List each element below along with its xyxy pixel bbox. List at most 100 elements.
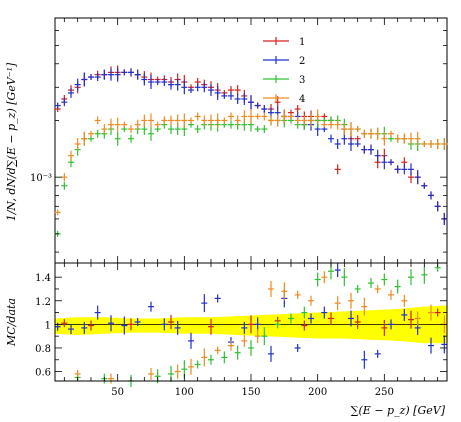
main-point-2	[88, 74, 94, 81]
ratio-point-2	[201, 294, 208, 313]
main-point-2	[408, 163, 414, 176]
main-point-4	[254, 113, 261, 120]
main-point-4	[314, 109, 321, 124]
main-point-4	[341, 123, 348, 136]
main-point-4	[394, 134, 401, 143]
main-point-2	[421, 182, 428, 189]
ratio-point-3	[314, 272, 321, 287]
main-point-4	[421, 140, 428, 147]
main-point-2	[154, 79, 161, 86]
ratio-point-2	[334, 263, 341, 278]
main-point-2	[374, 149, 381, 162]
main-point-3	[228, 120, 234, 129]
main-point-4	[361, 129, 368, 138]
main-point-2	[334, 138, 341, 149]
main-point-4	[161, 116, 168, 125]
ratio-y-tick-label: 1	[45, 320, 51, 331]
ratio-point-2	[108, 315, 114, 332]
ratio-point-3	[408, 269, 414, 286]
ratio-point-1	[301, 320, 308, 331]
main-point-2	[328, 134, 334, 143]
main-point-2	[101, 69, 108, 80]
legend-label-3: 3	[299, 75, 305, 86]
ratio-point-4	[361, 297, 368, 316]
main-point-4	[181, 113, 188, 128]
x-tick-label: 50	[111, 387, 124, 398]
main-series-4	[54, 109, 448, 216]
ratio-point-2	[241, 321, 248, 334]
main-point-2	[414, 170, 421, 185]
x-axis-label: ∑(E − p_z) [GeV]	[351, 404, 446, 417]
main-point-2	[168, 79, 174, 90]
ratio-point-1	[408, 310, 414, 329]
ratio-point-2	[121, 316, 128, 335]
ratio-point-4	[74, 369, 81, 378]
ratio-point-3	[194, 360, 201, 369]
main-point-3	[168, 124, 174, 135]
main-point-4	[61, 173, 68, 182]
main-point-2	[81, 72, 88, 87]
main-axis-ticks: 10⁻³	[30, 17, 447, 263]
ratio-point-3	[341, 268, 348, 287]
ratio-y-tick-label: 1.2	[35, 297, 51, 308]
main-point-4	[214, 113, 221, 128]
ratio-point-1	[328, 312, 334, 325]
main-point-2	[188, 87, 194, 94]
main-point-4	[308, 114, 314, 127]
main-point-4	[168, 115, 174, 126]
ratio-point-2	[428, 337, 434, 354]
ratio-point-2	[161, 318, 168, 331]
ratio-point-3	[421, 265, 428, 284]
main-point-4	[368, 128, 374, 139]
main-point-2	[61, 98, 68, 107]
main-point-4	[128, 125, 134, 134]
main-point-2	[174, 78, 181, 91]
ratio-point-2	[441, 335, 448, 354]
main-point-2	[128, 68, 134, 77]
main-point-2	[221, 92, 228, 99]
main-point-2	[354, 140, 361, 147]
legend: 1 2 3 4	[263, 37, 305, 105]
x-tick-label: 250	[375, 387, 394, 398]
main-point-4	[74, 137, 81, 150]
ratio-point-3	[394, 279, 401, 294]
main-point-2	[248, 95, 254, 110]
main-point-2	[261, 105, 268, 114]
main-point-4	[401, 133, 408, 144]
x-tick-label: 150	[241, 387, 260, 398]
ratio-point-2	[361, 350, 368, 369]
ratio-point-3	[234, 345, 241, 360]
ratio-point-2	[401, 308, 408, 321]
main-point-2	[121, 69, 128, 76]
main-point-4	[328, 120, 334, 129]
main-point-4	[374, 127, 381, 140]
ratio-point-1	[88, 320, 94, 331]
legend-label-2: 2	[299, 56, 305, 67]
main-point-1	[294, 105, 301, 114]
main-point-2	[434, 201, 441, 212]
ratio-point-2	[81, 321, 88, 334]
main-point-4	[121, 121, 128, 128]
main-series-2	[54, 67, 448, 225]
ratio-point-4	[268, 280, 274, 297]
main-point-4	[261, 112, 268, 121]
ratio-point-4	[214, 346, 221, 355]
ratio-y-tick-label: 0.6	[35, 368, 51, 379]
main-point-2	[181, 80, 188, 95]
ratio-point-2	[148, 301, 154, 312]
main-point-4	[301, 115, 308, 126]
ratio-point-1	[248, 315, 254, 334]
ratio-point-2	[94, 305, 101, 320]
main-point-2	[148, 75, 154, 90]
main-point-2	[74, 78, 81, 91]
ratio-point-4	[228, 340, 234, 351]
main-point-4	[148, 113, 154, 128]
main-point-2	[201, 82, 208, 93]
ratio-point-3	[288, 313, 294, 324]
ratio-point-4	[321, 271, 328, 284]
ratio-point-3	[208, 354, 214, 365]
ratio-point-4	[308, 295, 314, 306]
ratio-point-2	[321, 306, 328, 319]
main-y-axis-label: 1/N, dN/d∑(E − p_z) [GeV⁻¹]	[5, 62, 18, 221]
ratio-point-1	[128, 318, 134, 331]
